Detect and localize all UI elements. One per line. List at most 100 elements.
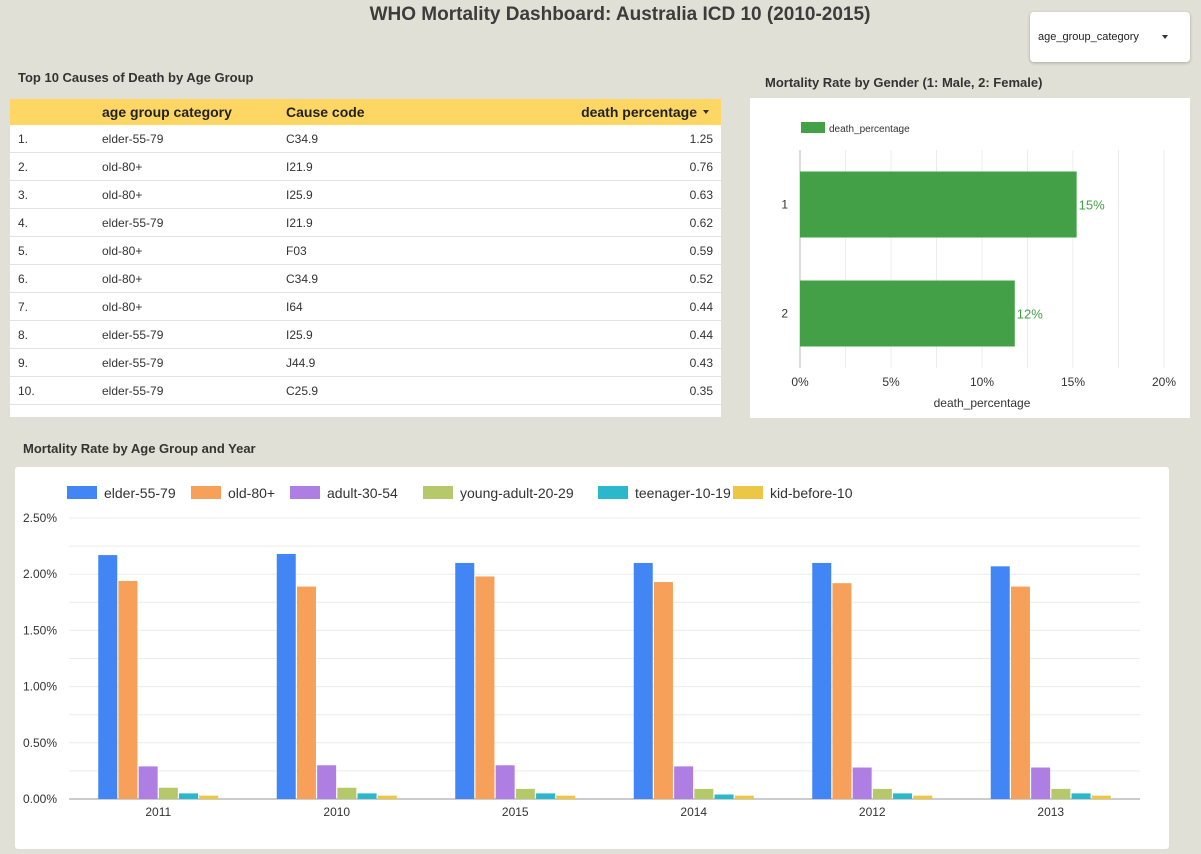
cell-age: old-80+ xyxy=(102,187,143,202)
bar[interactable] xyxy=(714,794,734,799)
legend-label: death_percentage xyxy=(829,124,910,135)
bar[interactable] xyxy=(495,765,515,799)
bar[interactable] xyxy=(812,562,832,799)
bar[interactable] xyxy=(118,580,138,799)
x-tick-label: 5% xyxy=(882,375,900,389)
sort-descending-icon xyxy=(703,110,709,114)
bar[interactable] xyxy=(800,171,1077,238)
cell-pct: 0.59 xyxy=(689,243,713,258)
cell-num: 5. xyxy=(18,243,29,258)
bar[interactable] xyxy=(337,787,357,799)
bar[interactable] xyxy=(357,793,377,799)
x-tick-label: 2010 xyxy=(323,805,350,819)
year-chart-card: elder-55-79 old-80+ adult-30-54 young-adult… xyxy=(15,467,1169,849)
x-tick-label: 20% xyxy=(1152,375,1176,389)
bar[interactable] xyxy=(694,788,714,799)
y-tick-label: 2.50% xyxy=(23,511,57,525)
data-label: 12% xyxy=(1017,307,1043,322)
cell-cause: C34.9 xyxy=(286,271,319,286)
cell-age: elder-55-79 xyxy=(102,383,164,398)
table-row[interactable]: 3. old-80+ I25.9 0.63 xyxy=(10,181,721,209)
bar[interactable] xyxy=(852,767,872,799)
bar[interactable] xyxy=(455,562,475,799)
bar[interactable] xyxy=(1051,788,1071,799)
bar[interactable] xyxy=(913,795,933,799)
y-tick-label: 1 xyxy=(781,198,788,212)
cell-pct: 0.44 xyxy=(689,299,713,314)
bar[interactable] xyxy=(1091,795,1111,799)
bar[interactable] xyxy=(800,280,1015,347)
column-header-death-percentage-label: death percentage xyxy=(581,104,697,120)
bar[interactable] xyxy=(377,795,397,799)
legend-swatch xyxy=(290,486,320,499)
y-tick-label: 2.00% xyxy=(23,567,57,581)
bar[interactable] xyxy=(893,793,913,799)
gender-chart-title: Mortality Rate by Gender (1: Male, 2: Fe… xyxy=(765,75,1043,90)
y-tick-label: 2 xyxy=(781,307,788,321)
bar[interactable] xyxy=(1010,586,1030,799)
cell-num: 7. xyxy=(18,299,29,314)
bar[interactable] xyxy=(179,793,199,799)
cell-pct: 0.44 xyxy=(689,327,713,342)
legend-swatch xyxy=(191,486,221,499)
bar[interactable] xyxy=(990,566,1010,799)
cell-cause: I21.9 xyxy=(286,159,313,174)
legend-label: teenager-10-19 xyxy=(635,485,731,501)
bar[interactable] xyxy=(872,788,892,799)
bar[interactable] xyxy=(536,793,556,799)
column-header-age-group[interactable]: age group category xyxy=(102,104,232,120)
cell-age: old-80+ xyxy=(102,159,143,174)
legend-swatch xyxy=(801,122,825,133)
bar[interactable] xyxy=(317,765,337,799)
table-row[interactable]: 4. elder-55-79 I21.9 0.62 xyxy=(10,209,721,237)
table-row[interactable]: 6. old-80+ C34.9 0.52 xyxy=(10,265,721,293)
bar[interactable] xyxy=(98,555,118,799)
cell-pct: 0.52 xyxy=(689,271,713,286)
legend-swatch xyxy=(67,486,97,499)
bar[interactable] xyxy=(653,582,673,799)
legend-swatch xyxy=(423,486,453,499)
age-group-filter[interactable]: age_group_category xyxy=(1030,12,1190,62)
column-header-cause-code[interactable]: Cause code xyxy=(286,104,365,120)
bar[interactable] xyxy=(832,583,852,799)
table-row[interactable]: 7. old-80+ I64 0.44 xyxy=(10,293,721,321)
cell-cause: J44.9 xyxy=(286,355,316,370)
cell-age: old-80+ xyxy=(102,243,143,258)
bar[interactable] xyxy=(296,586,316,799)
table-row[interactable]: 10. elder-55-79 C25.9 0.35 xyxy=(10,377,721,405)
year-chart: elder-55-79 old-80+ adult-30-54 young-adult… xyxy=(23,485,1140,819)
x-tick-label: 15% xyxy=(1061,375,1085,389)
cell-pct: 1.25 xyxy=(689,131,713,146)
bar[interactable] xyxy=(674,766,694,799)
bar[interactable] xyxy=(556,795,576,799)
table-row[interactable]: 8. elder-55-79 I25.9 0.44 xyxy=(10,321,721,349)
legend-swatch xyxy=(733,486,763,499)
bar[interactable] xyxy=(158,787,178,799)
cell-cause: F03 xyxy=(286,243,307,258)
bar[interactable] xyxy=(515,788,535,799)
bar[interactable] xyxy=(199,795,219,799)
bar[interactable] xyxy=(734,795,754,799)
table-row[interactable]: 9. elder-55-79 J44.9 0.43 xyxy=(10,349,721,377)
bar[interactable] xyxy=(1031,767,1051,799)
cell-cause: I25.9 xyxy=(286,187,313,202)
column-header-death-percentage[interactable]: death percentage xyxy=(486,104,721,120)
cell-cause: I21.9 xyxy=(286,215,313,230)
table-row[interactable]: 5. old-80+ F03 0.59 xyxy=(10,237,721,265)
cell-age: elder-55-79 xyxy=(102,131,164,146)
cell-num: 10. xyxy=(18,383,35,398)
filter-label: age_group_category xyxy=(1038,31,1139,43)
table-row[interactable]: 1. elder-55-79 C34.9 1.25 xyxy=(10,125,721,153)
cell-cause: C25.9 xyxy=(286,383,319,398)
bar[interactable] xyxy=(475,576,495,799)
bar[interactable] xyxy=(138,766,158,799)
table-row[interactable]: 2. old-80+ I21.9 0.76 xyxy=(10,153,721,181)
bar[interactable] xyxy=(633,562,653,799)
bar[interactable] xyxy=(1071,793,1091,799)
cell-num: 8. xyxy=(18,327,29,342)
x-tick-label: 2013 xyxy=(1037,805,1064,819)
bar[interactable] xyxy=(276,553,296,799)
legend-label: old-80+ xyxy=(228,485,275,501)
cell-num: 9. xyxy=(18,355,29,370)
legend-label: elder-55-79 xyxy=(104,485,176,501)
